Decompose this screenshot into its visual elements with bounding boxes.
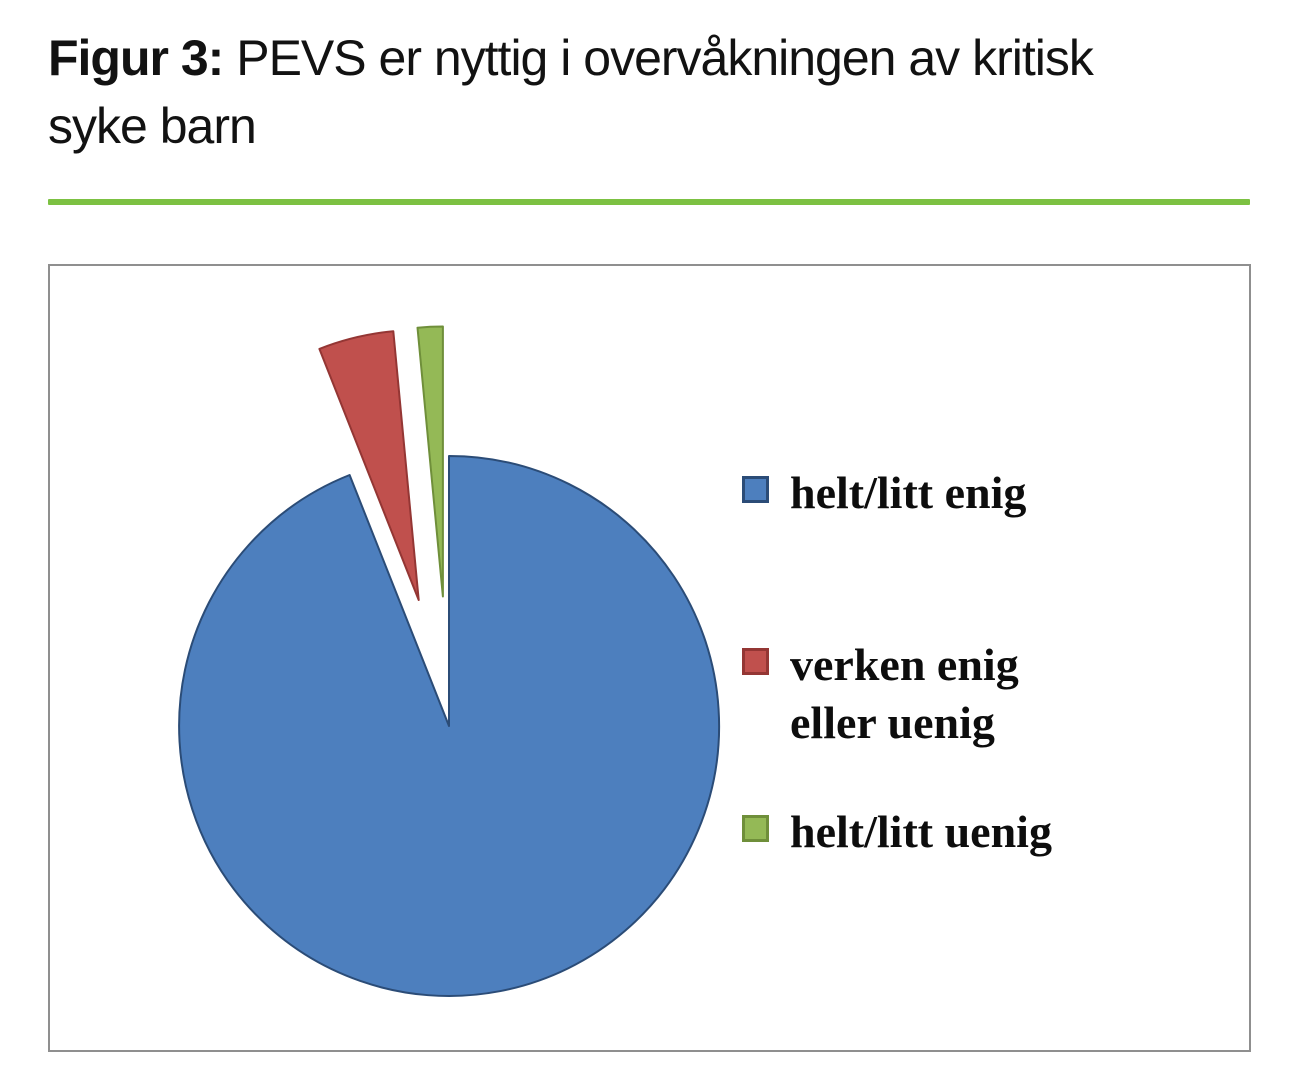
legend-label: verken enig eller uenig — [790, 639, 1019, 748]
legend-label: helt/litt enig — [790, 467, 1027, 518]
legend-label: helt/litt uenig — [790, 806, 1052, 857]
legend-swatch-blue — [742, 476, 769, 503]
chart-legend: helt/litt enig verken enig eller uenig h… — [742, 266, 1222, 1050]
title-divider-rule — [48, 199, 1250, 205]
legend-item-helt-litt-uenig: helt/litt uenig — [742, 803, 1090, 861]
figure-title: Figur 3: PEVS er nyttig i overvåkningen … — [48, 24, 1118, 160]
pie-slice-helt-litt-enig — [178, 455, 721, 997]
legend-swatch-red — [742, 648, 769, 675]
legend-item-verken-enig-eller-uenig: verken enig eller uenig — [742, 636, 1090, 752]
pie-chart-container: helt/litt enig verken enig eller uenig h… — [48, 264, 1251, 1052]
pie-slice-verken-enig-eller-uenig — [318, 330, 420, 601]
pie-slice-helt-litt-uenig — [416, 325, 444, 598]
figure-title-text: PEVS er nyttig i overvåkningen av kritis… — [48, 30, 1094, 154]
pie-chart — [178, 325, 721, 997]
figure-title-prefix: Figur 3: — [48, 30, 224, 86]
legend-swatch-green — [742, 815, 769, 842]
legend-item-helt-litt-enig: helt/litt enig — [742, 464, 1090, 522]
